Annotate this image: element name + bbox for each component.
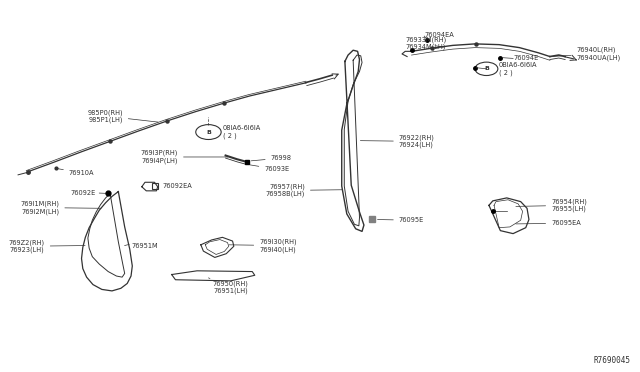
Text: 08IA6-6I6IA
( 2 ): 08IA6-6I6IA ( 2 ) xyxy=(223,125,261,139)
Text: 76957(RH)
76958B(LH): 76957(RH) 76958B(LH) xyxy=(266,183,342,198)
Text: 76093E: 76093E xyxy=(250,165,289,172)
Text: 76940L(RH)
76940UA(LH): 76940L(RH) 76940UA(LH) xyxy=(553,47,621,61)
Text: 76933M(RH)
76934M(LH): 76933M(RH) 76934M(LH) xyxy=(405,36,447,50)
Text: 76092EA: 76092EA xyxy=(163,183,193,189)
Text: 769I1M(RH)
769I2M(LH): 769I1M(RH) 769I2M(LH) xyxy=(20,201,101,215)
Text: 76094EA: 76094EA xyxy=(424,32,454,38)
Text: B: B xyxy=(206,129,211,135)
Text: 985P0(RH)
985P1(LH): 985P0(RH) 985P1(LH) xyxy=(87,109,158,123)
Text: 76998: 76998 xyxy=(251,155,292,161)
Text: 769Z2(RH)
76923(LH): 769Z2(RH) 76923(LH) xyxy=(8,239,85,253)
Text: 76954(RH)
76955(LH): 76954(RH) 76955(LH) xyxy=(516,198,587,212)
Text: 76922(RH)
76924(LH): 76922(RH) 76924(LH) xyxy=(360,134,435,148)
Text: 76910A: 76910A xyxy=(58,169,94,176)
Text: 76095E: 76095E xyxy=(378,217,424,223)
Text: 76951M: 76951M xyxy=(131,243,157,248)
Text: R7690045: R7690045 xyxy=(593,356,630,365)
Text: 0BIA6-6I6IA
( 2 ): 0BIA6-6I6IA ( 2 ) xyxy=(499,62,538,76)
Text: 769I3P(RH)
769I4P(LH): 769I3P(RH) 769I4P(LH) xyxy=(141,150,228,164)
Text: 76092E: 76092E xyxy=(70,190,95,196)
Text: 76094E: 76094E xyxy=(513,55,538,61)
Text: 769I30(RH)
769I40(LH): 769I30(RH) 769I40(LH) xyxy=(229,238,297,253)
Text: 76095EA: 76095EA xyxy=(516,220,581,226)
Text: B: B xyxy=(484,66,489,71)
Text: 76950(RH)
76951(LH): 76950(RH) 76951(LH) xyxy=(209,278,248,294)
